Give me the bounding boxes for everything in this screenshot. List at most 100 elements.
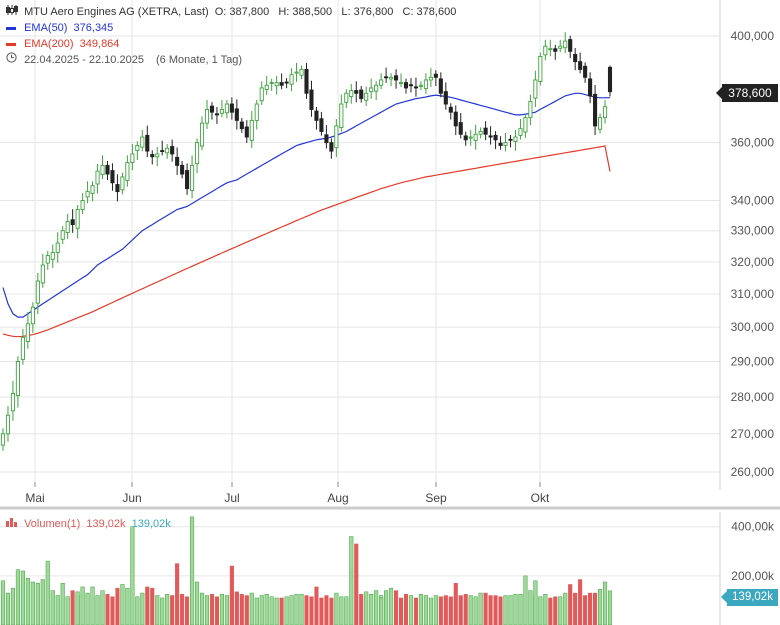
volume-bar	[468, 595, 473, 625]
volume-bar	[508, 595, 513, 625]
volume-bar	[533, 580, 538, 625]
range-detail: (6 Monate, 1 Tag)	[156, 54, 243, 67]
volume-bar	[324, 595, 329, 625]
volume-bar	[329, 597, 334, 625]
candle-body	[483, 127, 488, 135]
candle-body	[463, 135, 468, 141]
volume-bars	[0, 516, 613, 625]
candle-body	[543, 45, 548, 56]
volume-bar	[593, 592, 598, 625]
ema50-label: EMA(50)	[24, 22, 68, 35]
volume-bar	[194, 581, 200, 625]
candle-body	[573, 53, 578, 63]
volume-bar	[100, 590, 105, 625]
volume-bar	[249, 592, 254, 625]
title-row: MTU Aero Engines AG (XETRA, Last) O: 387…	[6, 4, 459, 20]
x-tick-label: Jul	[224, 491, 239, 505]
candle-body	[105, 164, 110, 175]
volume-bar	[45, 560, 50, 625]
candle-body	[95, 170, 100, 185]
candle-body	[503, 142, 508, 146]
chart-legend: MTU Aero Engines AG (XETRA, Last) O: 387…	[6, 4, 459, 68]
x-tick-label: Okt	[531, 491, 550, 505]
volume-value-blue: 139,02k	[131, 518, 171, 530]
candle-body	[150, 154, 155, 158]
candlestick-icon	[6, 4, 18, 20]
y-tick-label: 290,000	[731, 354, 775, 368]
candle-body	[369, 87, 374, 93]
volume-bar	[35, 582, 40, 625]
volume-bar	[364, 591, 369, 625]
candle-body	[433, 73, 438, 78]
volume-value-red: 139,02k	[86, 518, 126, 530]
volume-bar	[304, 595, 309, 625]
volume-bar	[214, 596, 219, 625]
volume-bar	[518, 594, 523, 625]
volume-bar	[563, 592, 568, 625]
volume-label: Volumen(1)	[24, 518, 81, 530]
volume-bar	[369, 594, 374, 625]
candle-body	[448, 106, 453, 113]
candle-body	[229, 103, 234, 113]
y-tick-label: 330,000	[731, 224, 775, 238]
candle-body	[269, 82, 274, 85]
volume-bar	[408, 595, 414, 625]
candle-body	[30, 306, 35, 325]
volume-bar	[80, 586, 85, 625]
volume-bars-icon	[6, 516, 18, 532]
volume-bar	[190, 516, 195, 625]
volume-axis: 200,00k 400,00k	[719, 512, 775, 625]
volume-bar	[0, 580, 6, 625]
candle-body	[314, 110, 319, 121]
candle-body	[478, 131, 483, 135]
volume-bar	[463, 594, 468, 625]
volume-bar	[488, 595, 493, 625]
volume-bar	[314, 586, 319, 625]
volume-bar	[523, 575, 528, 625]
volume-bar	[448, 596, 453, 625]
candle-body	[498, 142, 503, 146]
volume-bar	[607, 590, 613, 625]
candle-body	[115, 184, 120, 193]
ema200-value: 349,864	[79, 38, 120, 51]
volume-bar	[175, 563, 180, 625]
ema50-value: 376,345	[73, 22, 114, 35]
last-volume-tag: 139,02k	[721, 589, 778, 606]
y-tick-label: 270,000	[731, 427, 775, 441]
volume-bar	[513, 594, 518, 625]
candle-body	[528, 100, 533, 119]
candle-body	[588, 78, 593, 97]
candle-body	[349, 90, 354, 97]
candle-body	[135, 145, 140, 151]
candle-body	[558, 45, 563, 49]
volume-bar	[418, 594, 423, 625]
volume-bar	[573, 592, 578, 625]
candle-body	[438, 78, 443, 94]
candle-body	[513, 136, 518, 142]
volume-grid	[0, 526, 720, 577]
candle-body	[384, 76, 389, 79]
ema200-label: EMA(200)	[24, 38, 74, 51]
candle-body	[55, 242, 60, 253]
candle-body	[175, 156, 180, 166]
volume-bar	[264, 594, 269, 625]
volume-bar	[299, 594, 304, 625]
ema50-line-layer	[2, 92, 611, 318]
volume-bar	[294, 594, 299, 625]
candle-body	[523, 117, 528, 133]
x-tick-label: Mai	[25, 491, 44, 505]
volume-bar	[438, 596, 443, 625]
candle-body	[602, 106, 608, 119]
volume-bar	[204, 595, 210, 625]
candle-body	[394, 75, 399, 81]
volume-bar	[95, 595, 100, 625]
volume-bar	[319, 597, 324, 625]
candle-body	[568, 39, 573, 52]
volume-bar	[578, 579, 583, 625]
candle-body	[125, 162, 130, 181]
x-tick-label: Aug	[327, 491, 348, 505]
volume-y-tick-label: 200,00k	[731, 569, 775, 583]
volume-bar	[473, 596, 478, 625]
volume-bar	[558, 596, 563, 625]
